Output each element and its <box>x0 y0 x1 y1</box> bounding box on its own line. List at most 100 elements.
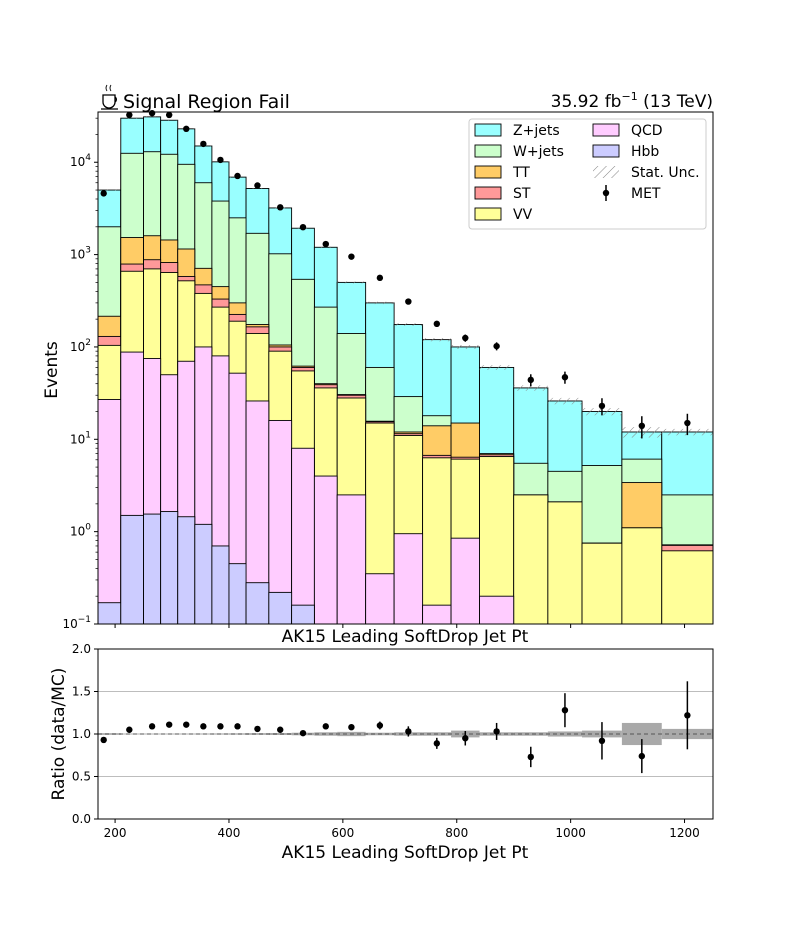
data-point <box>200 140 207 148</box>
legend-marker <box>602 189 610 197</box>
data-point <box>100 190 107 197</box>
ratio-y-label: Ratio (data/MC) <box>49 668 69 801</box>
unc-hatch <box>479 365 514 370</box>
ratio-x-ticks: 200 400 600 800 1000 1200 <box>104 819 700 840</box>
legend-item-tt: TT <box>474 165 530 181</box>
bin-bar <box>365 573 395 624</box>
data-point <box>183 125 190 133</box>
legend-label: Z+jets <box>513 123 560 139</box>
data-point <box>493 342 500 351</box>
ratio-x-tick-label: 600 <box>331 826 354 840</box>
ratio-x-tick-label: 1000 <box>555 826 586 840</box>
data-point <box>299 223 307 231</box>
legend-item-stat-unc-: Stat. Unc. <box>593 165 700 181</box>
bin-bar <box>268 591 293 624</box>
legend-item-w-jets: W+jets <box>474 144 564 160</box>
ratio-point <box>100 736 107 744</box>
unc-hatch <box>120 118 144 119</box>
legend-label: QCD <box>631 123 663 139</box>
data-point <box>527 374 534 387</box>
bin-bar <box>513 494 549 624</box>
y-tick-label: 103 <box>70 246 91 262</box>
ratio-point <box>598 722 606 760</box>
chart-title: Signal Region Fail <box>123 91 290 113</box>
data-point <box>561 371 569 384</box>
unc-hatch <box>547 397 583 405</box>
data-point <box>277 204 284 211</box>
main-x-label: AK15 Leading SoftDrop Jet Pt <box>282 627 529 647</box>
ratio-y-tick-label: 0.5 <box>72 770 91 784</box>
ratio-point <box>638 739 646 774</box>
data-point <box>376 274 384 282</box>
bin-bar <box>313 475 338 624</box>
bin-bar <box>479 595 515 624</box>
unc-hatch <box>422 338 452 342</box>
ratio-point <box>148 723 156 730</box>
ratio-points <box>100 681 691 774</box>
legend-label: MET <box>631 186 661 202</box>
data-point <box>433 320 441 328</box>
legend-swatch <box>593 166 619 178</box>
stack-layer-hbb <box>98 511 315 624</box>
bin-bar <box>160 511 179 624</box>
legend-label: VV <box>513 207 533 223</box>
y-tick-label: 101 <box>70 430 91 446</box>
y-tick-label: 104 <box>70 153 91 169</box>
bin-bar <box>228 563 247 624</box>
ratio-point <box>126 726 133 733</box>
main-y-label: Events <box>42 341 62 399</box>
ratio-point <box>234 723 241 730</box>
bin-bar <box>120 514 145 624</box>
ratio-band-bin <box>143 733 161 735</box>
bin-bar <box>393 533 424 624</box>
bin-bar <box>177 516 196 624</box>
ratio-point <box>217 723 224 730</box>
legend-swatch <box>474 165 502 179</box>
data-point <box>234 172 241 180</box>
ratio-y-tick-label: 1.5 <box>72 685 91 699</box>
data-point <box>254 182 261 189</box>
ratio-band-bin <box>177 733 195 735</box>
data-point <box>598 398 606 416</box>
ratio-band-bin <box>228 733 247 735</box>
legend-frame <box>468 118 707 230</box>
data-point <box>165 111 173 119</box>
unc-hatch <box>394 323 423 326</box>
legend-swatch <box>474 144 502 158</box>
ratio-band-bin <box>246 733 269 735</box>
unc-hatch <box>143 116 161 118</box>
bin-bar <box>143 513 162 624</box>
unc-hatch <box>365 301 395 305</box>
legend-item-vv: VV <box>474 207 533 223</box>
ratio-x-tick-label: 400 <box>218 826 241 840</box>
ratio-point <box>405 726 412 737</box>
ratio-point <box>462 731 469 746</box>
main-y-ticks: 10−1 100 101 102 103 104 <box>62 117 98 631</box>
bin-bar <box>581 542 623 624</box>
y-tick-label: 102 <box>70 338 91 354</box>
legend-swatch <box>592 144 620 158</box>
y-tick-label: 10−1 <box>62 615 91 631</box>
legend-label: Stat. Unc. <box>631 165 700 181</box>
ratio-y-tick-label: 0.0 <box>72 812 91 826</box>
unc-hatch <box>513 385 548 391</box>
ratio-band-bin <box>98 733 121 735</box>
ratio-point <box>299 729 307 737</box>
y-tick-label: 100 <box>70 523 91 539</box>
luminosity-label: 35.92 fb−1 (13 TeV) <box>551 90 713 112</box>
ratio-band-bin <box>621 722 662 746</box>
unc-hatch <box>337 281 366 284</box>
ratio-point <box>165 721 173 728</box>
legend-label: Hbb <box>631 144 659 160</box>
data-point <box>126 111 133 119</box>
data-point <box>217 156 224 164</box>
bin-bar <box>621 527 663 624</box>
ratio-point <box>200 723 207 730</box>
ratio-band-bin <box>513 732 548 736</box>
ratio-point <box>684 681 691 750</box>
ratio-point <box>254 725 261 733</box>
main-x-ticks <box>114 624 686 628</box>
bin-bar <box>336 494 367 624</box>
bin-bar <box>422 457 452 624</box>
